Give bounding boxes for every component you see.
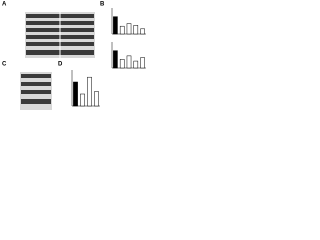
bar [126,23,132,35]
panel-label: B [100,2,105,8]
bar [140,28,145,35]
bar [80,93,85,107]
bar [133,25,139,35]
blot-band [21,74,51,78]
bar [140,57,145,69]
bar [113,50,118,69]
panel-label: C [2,62,7,68]
bar [133,60,139,69]
blot-band [21,82,51,86]
blot-c [20,72,52,110]
figure: A B C D [2,2,146,110]
blot-band [21,90,51,94]
blot-band [21,99,51,104]
panel-label: A [2,2,7,8]
bar [113,16,118,35]
bar [73,81,78,107]
bar [87,76,92,107]
blot-a [25,10,95,58]
bar [119,59,125,69]
bar [94,91,99,107]
panel-label: D [58,62,63,68]
bar [126,55,132,69]
bar [119,25,125,35]
